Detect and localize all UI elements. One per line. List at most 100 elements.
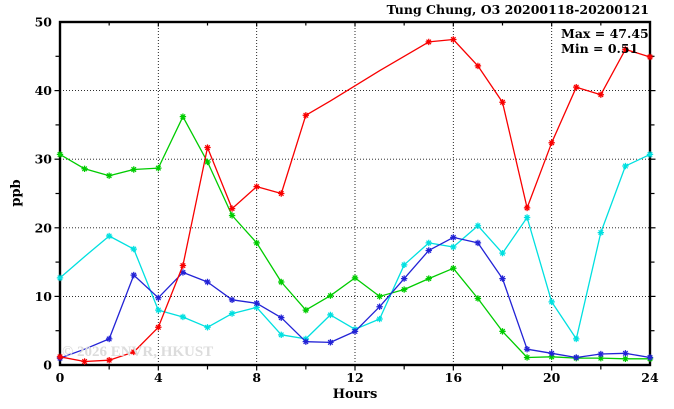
data-point-marker <box>548 298 555 306</box>
x-tick-label: 4 <box>154 370 163 385</box>
data-point-marker <box>302 306 310 314</box>
data-point-marker <box>179 269 187 276</box>
y-axis-label: ppb <box>9 179 24 206</box>
data-point-marker <box>597 354 605 362</box>
gridlines <box>60 22 650 365</box>
data-point-marker <box>179 313 187 321</box>
data-point-marker <box>130 166 137 173</box>
data-point-marker <box>376 315 383 323</box>
data-point-marker <box>425 38 432 46</box>
y-tick-label: 20 <box>35 220 53 235</box>
data-point-marker <box>155 164 162 172</box>
data-point-marker <box>105 356 113 364</box>
data-point-marker <box>278 190 285 197</box>
watermark: © 2026 ENVR, HKUST <box>62 344 213 360</box>
data-point-marker <box>622 355 629 363</box>
data-point-marker <box>56 353 64 360</box>
data-point-marker <box>597 91 605 98</box>
series-line <box>59 236 651 359</box>
data-point-marker <box>81 165 88 173</box>
data-point-marker <box>474 295 482 302</box>
data-point-marker <box>597 229 605 236</box>
y-tick-label: 50 <box>35 15 53 30</box>
data-point-marker <box>499 99 506 106</box>
data-point-marker <box>425 275 432 282</box>
data-point-marker <box>253 183 260 190</box>
x-axis-label: Hours <box>333 387 378 402</box>
data-point-marker <box>278 314 285 321</box>
data-point-marker <box>523 214 531 221</box>
data-point-marker <box>155 324 162 331</box>
data-series <box>56 36 654 365</box>
data-point-marker <box>646 151 654 158</box>
y-tick-label: 30 <box>35 152 53 167</box>
x-tick-labels: 0 4 8 12 16 20 24 <box>56 370 659 385</box>
data-point-marker <box>253 304 260 311</box>
data-point-marker <box>573 335 580 343</box>
data-point-marker <box>450 36 457 43</box>
x-tick-label: 12 <box>346 370 363 385</box>
data-point-marker <box>56 151 64 158</box>
data-point-marker <box>425 239 432 247</box>
data-point-marker <box>597 350 605 358</box>
data-point-marker <box>228 296 236 304</box>
data-point-marker <box>302 338 310 345</box>
y-tick-label: 10 <box>35 289 53 304</box>
data-point-marker <box>278 278 285 286</box>
data-point-marker <box>474 62 482 70</box>
data-point-marker <box>622 46 629 53</box>
data-point-marker <box>499 328 506 335</box>
x-tick-label: 8 <box>252 370 261 385</box>
data-point-marker <box>474 222 482 229</box>
data-point-marker <box>450 243 457 251</box>
data-point-marker <box>130 348 137 356</box>
data-point-marker <box>351 328 359 335</box>
data-point-marker <box>204 144 211 151</box>
data-point-marker <box>155 306 162 314</box>
data-point-marker <box>351 274 359 282</box>
data-point-marker <box>204 158 211 166</box>
data-point-marker <box>327 311 334 319</box>
data-point-marker <box>327 339 334 346</box>
series-red <box>56 36 654 365</box>
data-point-marker <box>376 293 383 300</box>
data-point-marker <box>228 310 236 317</box>
data-point-marker <box>105 172 113 179</box>
data-point-marker <box>573 354 580 361</box>
data-point-marker <box>499 275 506 282</box>
data-point-marker <box>228 212 236 219</box>
data-point-marker <box>56 274 64 282</box>
x-tick-label: 16 <box>445 370 463 385</box>
y-tick-label: 0 <box>43 358 52 373</box>
data-point-marker <box>523 346 531 353</box>
y-tick-labels: 0 10 20 30 40 50 <box>35 15 53 373</box>
data-point-marker <box>499 249 506 257</box>
data-point-marker <box>646 354 654 361</box>
data-point-marker <box>204 278 211 286</box>
data-point-marker <box>130 271 137 279</box>
data-point-marker <box>376 303 383 310</box>
data-point-marker <box>204 324 211 331</box>
min-annotation: Min = 0.51 <box>561 41 638 56</box>
data-point-marker <box>646 53 654 61</box>
data-point-marker <box>450 234 457 241</box>
x-tick-label: 24 <box>641 370 659 385</box>
data-point-marker <box>228 205 236 212</box>
data-point-marker <box>278 331 285 339</box>
data-point-marker <box>400 286 408 293</box>
x-tick-label: 0 <box>56 370 65 385</box>
data-point-marker <box>253 300 260 307</box>
data-point-marker <box>81 358 88 365</box>
data-point-marker <box>622 350 629 357</box>
data-point-marker <box>327 292 334 299</box>
series-green <box>56 113 654 363</box>
data-point-marker <box>179 113 187 120</box>
data-point-marker <box>474 239 482 247</box>
data-point-marker <box>573 83 580 91</box>
data-point-marker <box>425 247 432 254</box>
data-point-marker <box>302 112 310 119</box>
data-point-marker <box>622 162 629 170</box>
data-point-marker <box>400 261 408 269</box>
data-point-marker <box>548 350 555 357</box>
